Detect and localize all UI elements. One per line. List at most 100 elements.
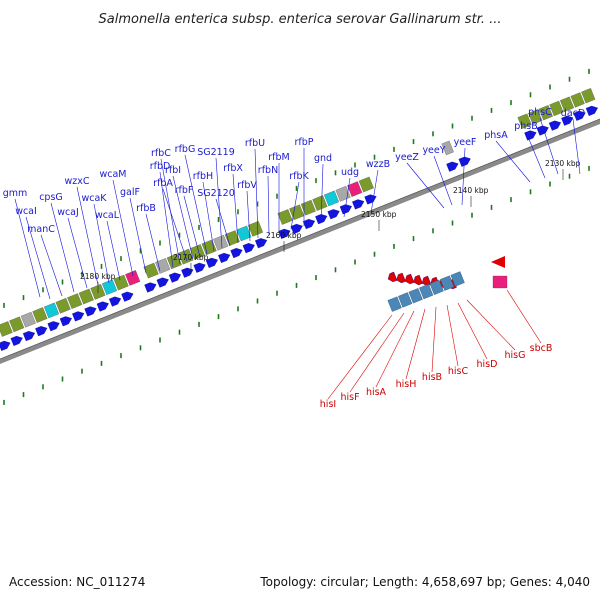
forward-gene-arrow xyxy=(242,243,255,254)
forward-gene-leader xyxy=(254,148,259,239)
reverse-gene-leader xyxy=(457,302,488,360)
forward-gene-leader xyxy=(145,213,161,272)
reverse-gene-leader xyxy=(506,289,542,344)
feature-block-shape xyxy=(20,311,36,328)
kbp-label: 2150 kbp xyxy=(361,210,397,219)
forward-gene-arrow xyxy=(156,277,169,288)
feature-block-shape xyxy=(9,316,25,333)
forward-gene-arrow xyxy=(561,115,574,126)
forward-gene-leader xyxy=(106,220,121,281)
forward-gene-leader xyxy=(525,131,546,179)
forward-gene-arrow xyxy=(339,204,352,215)
forward-gene-arrow xyxy=(302,219,316,230)
kbp-label: 2130 kbp xyxy=(545,159,581,168)
forward-gene-arrow xyxy=(364,194,377,205)
feature-block-shape xyxy=(300,199,316,216)
forward-gene-leader xyxy=(433,155,453,206)
forward-gene-arrow-shape xyxy=(84,306,97,317)
forward-gene-leader xyxy=(539,117,559,175)
forward-gene-label: rfbG xyxy=(175,144,196,155)
feature-block xyxy=(143,262,159,279)
forward-gene-leader xyxy=(370,169,379,214)
forward-gene-arrow-shape xyxy=(10,335,23,346)
reverse-gene-arrow xyxy=(413,274,423,286)
forward-gene-arrow xyxy=(230,248,243,259)
forward-gene-label: rfbC xyxy=(151,148,171,159)
forward-gene-label: yeeY xyxy=(422,145,445,156)
reverse-feature-block-shape xyxy=(398,292,413,308)
forward-gene-label: rfbD xyxy=(150,161,171,172)
forward-gene-arrow xyxy=(327,209,340,220)
forward-gene-arrow xyxy=(458,156,471,167)
forward-gene-arrow-shape xyxy=(458,156,471,167)
forward-gene-arrow-shape xyxy=(561,115,574,126)
genome-title: Salmonella enterica subsp. enterica sero… xyxy=(99,12,502,27)
forward-gene-label: phsB xyxy=(514,121,538,132)
feature-block xyxy=(247,220,264,237)
forward-gene-leader xyxy=(202,181,215,252)
forward-gene-leader xyxy=(215,157,223,249)
forward-gene-leader xyxy=(129,197,147,274)
forward-gene-label: rfbK xyxy=(289,171,309,182)
forward-gene-arrow xyxy=(585,105,598,116)
sbcB-arrow xyxy=(491,256,505,268)
forward-gene-label: wcaI xyxy=(15,206,37,217)
reverse-gene-label: hisI xyxy=(320,399,336,410)
feature-block xyxy=(538,105,553,121)
reverse-gene-label: hisH xyxy=(396,379,417,390)
feature-block-shape xyxy=(549,100,564,117)
forward-gene-arrow-shape xyxy=(35,326,48,337)
reverse-gene-leader xyxy=(327,314,393,400)
forward-gene-label: wcaL xyxy=(95,210,120,221)
forward-gene-arrow xyxy=(278,228,291,239)
feature-block xyxy=(549,100,564,117)
reverse-gene-leader xyxy=(405,308,426,380)
reverse-gene-label: hisG xyxy=(505,350,526,361)
forward-gene-arrow-shape xyxy=(181,267,194,278)
feature-block xyxy=(300,199,316,216)
forward-gene-label: phsC xyxy=(528,107,552,118)
feature-block-shape xyxy=(247,220,264,237)
forward-gene-arrow xyxy=(524,130,537,141)
reverse-feature-block-shape xyxy=(408,288,423,304)
feature-block xyxy=(113,274,129,291)
forward-gene-label: wcaM xyxy=(99,169,126,180)
feature-block xyxy=(570,92,585,108)
forward-gene-arrow-shape xyxy=(22,331,36,342)
forward-gene-leader xyxy=(50,202,75,293)
feature-block-shape xyxy=(55,297,71,314)
reverse-gene-leader xyxy=(431,306,437,373)
feature-block xyxy=(189,244,206,260)
forward-gene-arrow xyxy=(446,161,459,172)
forward-gene-label: cpsG xyxy=(39,192,63,203)
forward-gene-leader xyxy=(162,188,188,262)
feature-block xyxy=(236,225,252,242)
forward-gene-arrow-shape xyxy=(278,228,291,239)
reverse-feature-block-shape xyxy=(440,275,455,291)
feature-block-shape xyxy=(78,288,94,305)
forward-gene-arrow xyxy=(573,110,586,121)
forward-gene-label: udg xyxy=(341,167,359,178)
feature-block-shape xyxy=(277,209,293,225)
forward-gene-leader xyxy=(215,198,231,247)
forward-gene-label: dacD xyxy=(561,108,585,119)
forward-gene-arrow-shape xyxy=(109,296,122,307)
feature-block-shape xyxy=(236,225,252,242)
reverse-gene-label: hisF xyxy=(340,392,359,403)
feature-block xyxy=(277,209,293,225)
feature-block-shape xyxy=(570,92,585,108)
feature-block xyxy=(213,234,229,251)
feature-block-shape xyxy=(101,279,118,296)
sbcB-block xyxy=(492,275,508,289)
forward-gene-label: gmm xyxy=(3,188,28,199)
forward-gene-leader xyxy=(232,173,239,244)
feature-block-shape xyxy=(125,270,141,286)
forward-gene-leader xyxy=(461,147,466,206)
reverse-gene-leader xyxy=(466,299,516,351)
feature-block-shape xyxy=(32,307,48,323)
forward-gene-arrow xyxy=(22,331,36,342)
forward-gene-arrow xyxy=(181,267,194,278)
reverse-gene-arrow xyxy=(404,273,415,285)
forward-gene-arrow xyxy=(47,321,60,332)
forward-gene-arrow-shape xyxy=(121,291,134,302)
